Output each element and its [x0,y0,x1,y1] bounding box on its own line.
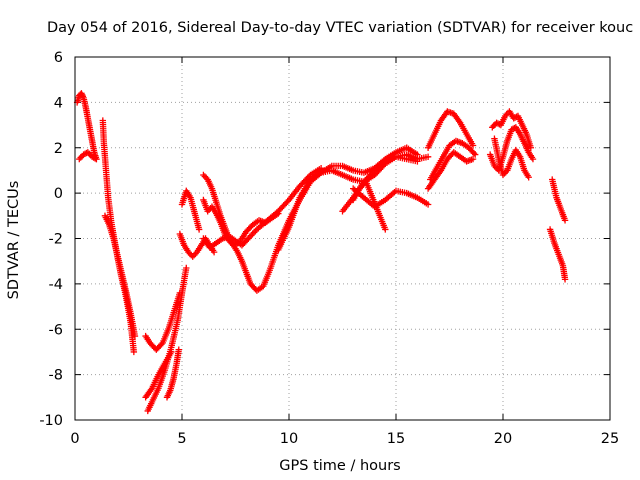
data-point [83,149,90,157]
series-arc-20 [424,149,477,192]
data-point [210,248,218,256]
chart-title: Day 054 of 2016, Sidereal Day-to-day VTE… [47,20,633,36]
data-point [130,348,138,356]
x-tick-label: 10 [280,431,298,447]
series-arc-19 [427,137,479,183]
y-tick-label: -2 [49,232,63,248]
series-arc-25 [549,176,569,224]
data-point [183,264,190,272]
y-tick-label: -8 [49,368,63,384]
y-tick-label: 4 [54,95,63,111]
y-axis-label: SDTVAR / TECUs [6,181,22,300]
x-tick-label: 15 [387,431,405,447]
series-arc-21 [489,108,535,151]
data-point [561,276,569,283]
y-tick-label: -4 [49,277,63,293]
y-tick-label: 6 [54,50,63,66]
data-point [158,341,165,348]
data-point [471,151,479,158]
data-point [470,149,478,157]
data-point [91,155,99,162]
data-point [469,142,477,149]
data-points [73,90,569,415]
series-arc-4 [101,212,139,340]
x-tick-label: 0 [70,431,79,447]
data-point [529,155,537,163]
y-tick-label: 2 [54,141,63,157]
series-arc-23 [491,135,532,181]
data-point [168,348,175,356]
axis-ticks: 0 5 10 15 20 25 -10 -8 -6 -4 -2 0 2 4 6 [39,50,619,447]
x-tick-label: 5 [177,431,186,447]
series-arc-13 [200,164,325,251]
series-arc-2 [76,149,100,163]
plot-frame [74,56,611,421]
series-arc-22 [486,124,537,174]
y-tick-label: -10 [39,413,63,429]
data-point [561,217,569,224]
x-tick-label: 25 [601,431,619,447]
series-arc-24 [546,226,569,283]
data-point [424,201,432,208]
series-arc-7 [142,348,175,401]
data-point [93,155,100,163]
data-point [131,332,139,340]
data-point [469,155,477,163]
series-arc-6 [144,264,190,415]
y-tick-label: 0 [54,186,63,202]
series-arc-8 [163,346,182,401]
x-tick-label: 20 [494,431,512,447]
series-arc-17 [350,178,389,233]
data-point [424,153,432,161]
data-point [525,174,532,181]
data-point [175,346,182,353]
x-axis-label: GPS time / hours [279,458,400,474]
data-point [382,226,389,233]
series-arc-10 [178,187,203,233]
series-arc-18 [424,108,477,151]
y-tick-label: -6 [49,322,63,338]
data-point [195,226,203,233]
